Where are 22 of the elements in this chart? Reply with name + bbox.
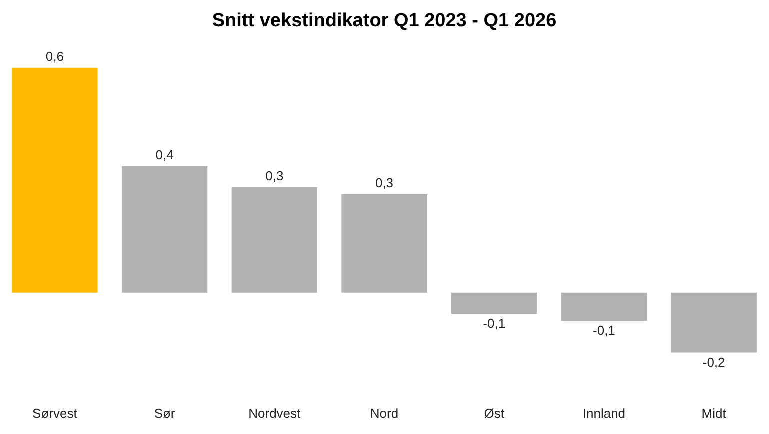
x-tick-label: Sørvest (32, 406, 78, 421)
data-label: 0,6 (46, 48, 64, 64)
x-tick-label: Øst (484, 406, 505, 421)
x-tick-label: Nord (370, 406, 399, 421)
x-tick-label: Innland (582, 406, 626, 421)
data-label: -0,1 (593, 323, 616, 338)
bar (452, 292, 538, 314)
x-tick-label: Nordvest (248, 406, 302, 421)
chart-title: Snitt vekstindikator Q1 2023 - Q1 2026 (212, 10, 557, 32)
data-label: -0,1 (483, 316, 506, 332)
data-label: -0,2 (702, 354, 726, 370)
bar (12, 68, 98, 293)
bar (122, 166, 208, 293)
bar (671, 292, 757, 353)
data-label: 0,4 (156, 147, 174, 162)
bar (561, 292, 648, 322)
data-label: 0,3 (266, 168, 284, 184)
bar (342, 194, 428, 293)
bar (232, 187, 318, 293)
x-tick-label: Sør (154, 406, 176, 421)
data-label: 0,3 (375, 176, 394, 191)
x-tick-label: Midt (702, 406, 727, 421)
